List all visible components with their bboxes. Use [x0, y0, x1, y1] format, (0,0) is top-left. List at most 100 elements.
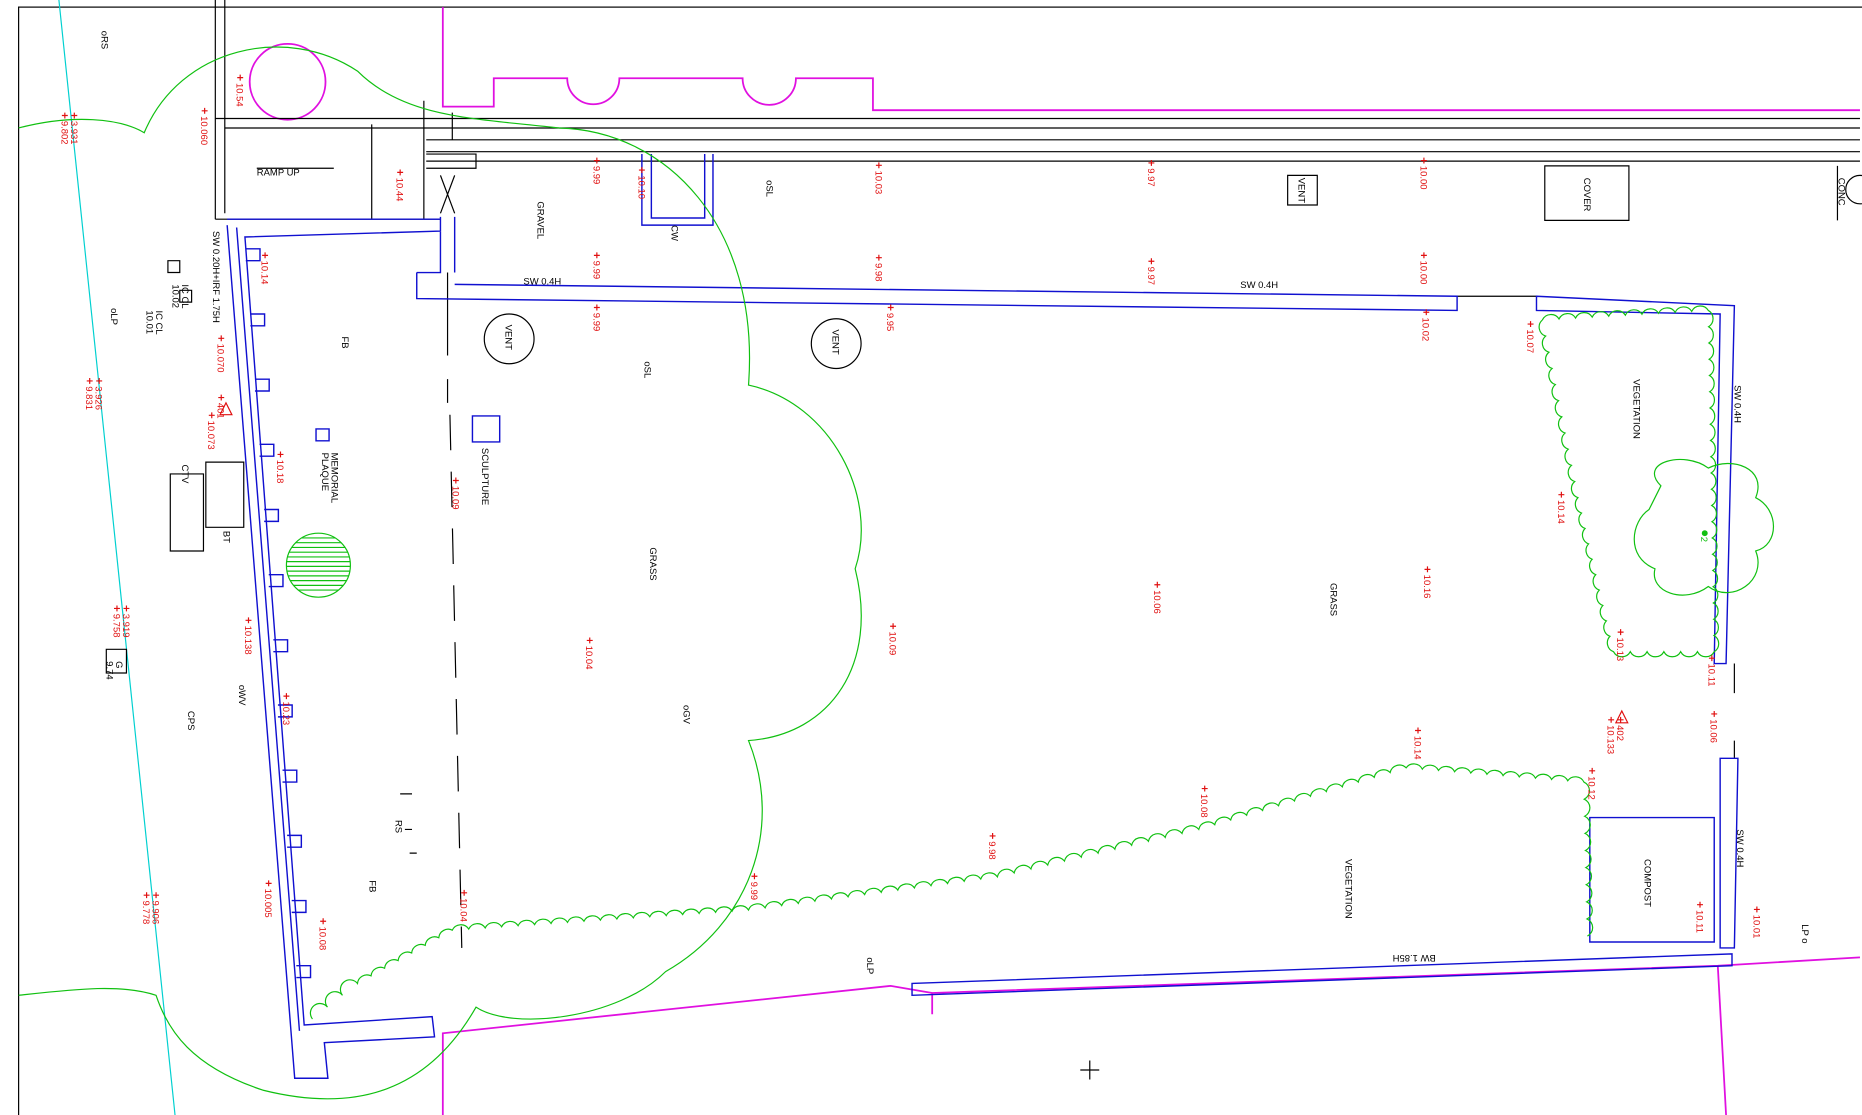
elevation-label: 9.802 — [58, 121, 69, 145]
elevation-point — [1608, 716, 1615, 723]
elevation-point — [1697, 901, 1703, 908]
elevation-label: 10.06 — [1151, 590, 1162, 614]
shrub-hatch — [286, 537, 351, 591]
vent — [810, 318, 862, 370]
elevation-label: 10.16 — [1421, 575, 1432, 599]
wall-tooth — [287, 834, 303, 848]
tree-point — [1701, 530, 1708, 537]
plan-label: BW 1.85H — [1392, 952, 1435, 963]
plan-label: LP o — [1799, 924, 1810, 943]
elevation-label: 10.23 — [280, 701, 291, 725]
elevation-label: 9.831 — [83, 386, 94, 410]
elevation-point — [143, 892, 150, 899]
plan-label: G — [113, 661, 124, 668]
elevation-point — [1708, 655, 1715, 662]
plan-label: CW — [669, 225, 680, 241]
elevation-point — [71, 112, 78, 119]
elevation-label: 10.00 — [1417, 261, 1428, 285]
plan-label: MEMORIAL — [328, 453, 339, 504]
plan-label: COVER — [1581, 178, 1592, 212]
path-edge — [449, 414, 463, 948]
elevation-label: 10.11 — [1705, 664, 1716, 687]
elevation-label: 402 — [1614, 725, 1625, 741]
plan-label: VEGETATION — [1343, 859, 1354, 919]
elevation-point — [1415, 727, 1421, 734]
elevation-label: 10.10 — [635, 175, 646, 199]
elevation-label: 10.04 — [458, 898, 469, 922]
elevation-label: 10.04 — [583, 646, 594, 670]
boundary-cyan — [58, 0, 176, 1115]
elevation-point — [123, 605, 130, 612]
wall-teeth — [245, 248, 312, 979]
wall-tooth — [264, 508, 280, 523]
elevation-point — [397, 169, 404, 176]
plan-label: GRASS — [1327, 583, 1338, 616]
elevation-label: 10.54 — [234, 83, 245, 107]
elevation-label: 9.95 — [884, 313, 895, 331]
wall-tooth — [259, 443, 275, 457]
rs — [400, 793, 417, 854]
plan-label: FB — [339, 337, 350, 349]
plan-label: COMPOST — [1641, 859, 1652, 907]
elevation-point — [1617, 629, 1624, 636]
plan-label: 2 — [1698, 537, 1709, 542]
plan-label: SW 0.4H — [1731, 385, 1742, 423]
elevation-label: 10.02 — [1420, 318, 1431, 342]
elevation-point — [593, 252, 600, 259]
plan-label: GRAVEL — [535, 201, 546, 239]
elevation-label: 9.906 — [150, 901, 161, 925]
elevation-label: 10.09 — [449, 486, 460, 510]
plan-label: VENT — [1295, 178, 1306, 203]
elevation-point — [890, 623, 897, 630]
plan-label: 10.01 — [144, 310, 155, 334]
tree-canopy — [18, 46, 862, 1100]
elevation-label: 10.00 — [1417, 166, 1428, 190]
elevation-point — [1424, 566, 1431, 573]
elevation-label: 10.14 — [1411, 736, 1422, 760]
elevation-label: 9.758 — [110, 614, 121, 638]
elevation-point — [1420, 157, 1427, 164]
elevation-point — [452, 477, 459, 484]
plan-label: oRS — [99, 31, 110, 49]
blue-walls — [226, 154, 1739, 1079]
hedge — [1538, 305, 1720, 658]
cursor-cross — [1080, 1060, 1100, 1080]
elevation-label: 10.07 — [1524, 329, 1535, 353]
elevation-label: 9.99 — [748, 882, 759, 900]
elevation-point — [96, 377, 103, 384]
plan-label: oSL — [763, 180, 774, 197]
elevation-label: 10.12 — [1586, 776, 1597, 800]
elevation-point — [887, 304, 894, 311]
plan-label: VENT — [830, 329, 841, 354]
elevation-point — [875, 254, 882, 261]
elevation-label: 10.14 — [1555, 500, 1566, 524]
elevation-point — [1558, 491, 1565, 498]
plan-label: SW 0.4H — [1734, 829, 1745, 867]
plan-label: FB — [366, 880, 377, 892]
wall-tooth — [245, 248, 261, 262]
vent — [483, 313, 535, 365]
frame — [18, 6, 1862, 1115]
wall-tooth — [296, 964, 312, 979]
elevation-label: 10.18 — [274, 460, 285, 484]
elevation-point — [1154, 581, 1161, 588]
elevation-point — [277, 451, 284, 458]
labels: oRS RAMP UP GRAVEL CW oSL VENT COVER CONC SW 0.4… — [99, 31, 1847, 974]
plan-label: VEGETATION — [1631, 379, 1642, 439]
tree — [1633, 458, 1775, 596]
elevation-point — [1753, 906, 1760, 913]
elevation-point — [1711, 710, 1718, 717]
elevation-point — [245, 617, 252, 624]
plan-label: oGV — [680, 705, 691, 725]
tree-pit — [248, 42, 327, 121]
elevation-label: 9.97 — [1145, 267, 1156, 285]
plan-label: SCULPTURE — [479, 448, 490, 505]
wall-tooth — [273, 639, 289, 653]
elevation-label: 3.926 — [93, 386, 104, 410]
plan-label: BT — [221, 531, 232, 543]
shrub — [285, 532, 351, 598]
plan-label: VENT — [503, 325, 514, 350]
manhole — [1845, 174, 1862, 205]
elevation-point — [218, 335, 225, 342]
